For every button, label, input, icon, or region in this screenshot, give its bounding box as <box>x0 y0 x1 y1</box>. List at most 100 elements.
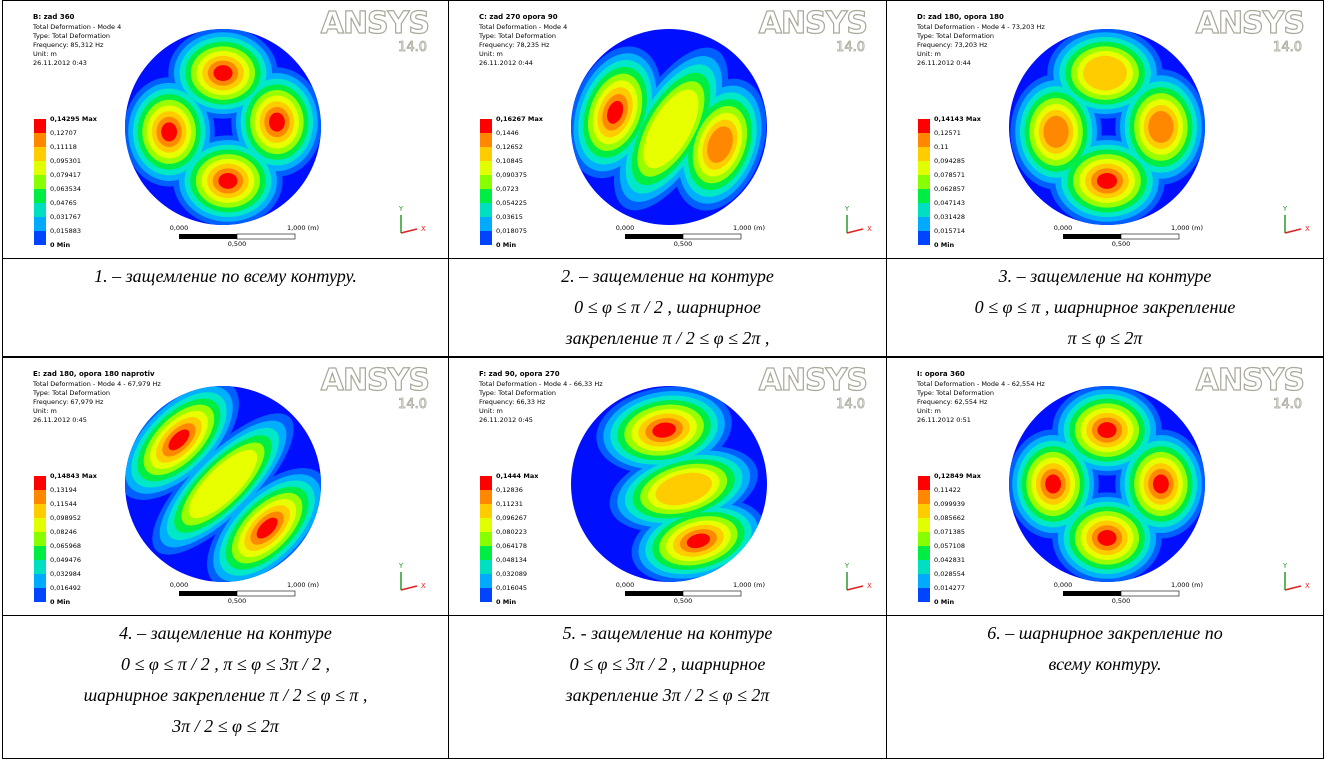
plot-info: Type: Total Deformation <box>478 32 556 40</box>
legend-swatch <box>480 119 492 133</box>
legend-label: 0,12571 <box>934 129 961 137</box>
ansys-plot: E: zad 180, opora 180 naprotivTotal Defo… <box>3 358 448 615</box>
legend-swatch <box>34 161 46 175</box>
legend-label: 0,016045 <box>496 584 527 592</box>
legend-label: 0,10845 <box>496 157 523 165</box>
plot-info: Unit: m <box>33 407 57 415</box>
caption-line: 3π / 2 ≤ φ ≤ 2π <box>3 711 448 742</box>
contours <box>98 359 347 608</box>
plot-info: Total Deformation - Mode 4 - 67,979 Hz <box>32 380 161 388</box>
scale-label: 0,000 <box>1054 581 1073 589</box>
logo: ANSYS <box>1196 363 1304 398</box>
legend-swatch <box>480 546 492 560</box>
scale-bar-dark <box>179 234 237 239</box>
legend-swatch <box>480 189 492 203</box>
scale-label: 0,000 <box>170 581 189 589</box>
legend-swatch <box>480 532 492 546</box>
plot-info: Unit: m <box>479 50 503 58</box>
caption-line: 4. – защемление на контуре <box>3 618 448 649</box>
legend-label: 0,11231 <box>496 500 523 508</box>
scale-bar-light <box>1121 591 1179 596</box>
legend-label: 0,063534 <box>50 185 81 193</box>
legend-label: 0,099939 <box>934 500 965 508</box>
contour <box>269 113 285 132</box>
legend-swatch <box>918 560 930 574</box>
caption-line: 5. - защемление на контуре <box>449 618 886 649</box>
legend-label: 0 Min <box>50 598 70 606</box>
legend-swatch <box>34 203 46 217</box>
scale-label: 1,000 (m) <box>733 224 765 232</box>
legend-swatch <box>34 189 46 203</box>
version: 14.0 <box>836 40 865 55</box>
contour <box>161 122 177 141</box>
legend-swatch <box>34 119 46 133</box>
scale-label: 1,000 (m) <box>287 581 319 589</box>
scale-bar-light <box>237 234 295 239</box>
page: {"panels":[ {"header":{"title":"B: zad 3… <box>0 0 1326 760</box>
scale-bar-light <box>237 591 295 596</box>
caption-cell: 5. - защемление на контуре0 ≤ φ ≤ 3π / 2… <box>448 615 887 759</box>
contour <box>1097 530 1116 546</box>
legend-label: 0 Min <box>496 241 516 249</box>
legend-label: 0,12652 <box>496 143 523 151</box>
legend-swatch <box>480 518 492 532</box>
axis-x <box>1285 586 1301 590</box>
plot-info: Frequency: 67,979 Hz <box>33 398 104 406</box>
legend-label: 0,015714 <box>934 227 965 235</box>
legend-swatch <box>34 532 46 546</box>
scale-label: 0,500 <box>674 240 693 248</box>
scale-bar-dark <box>625 234 683 239</box>
contour <box>1148 111 1173 143</box>
scale-label: 0,500 <box>228 240 247 248</box>
legend-swatch <box>480 504 492 518</box>
caption-line: 2. – защемление на контуре <box>449 261 886 292</box>
legend-swatch <box>918 119 930 133</box>
legend-label: 0,08246 <box>50 528 77 536</box>
legend-label: 0,12836 <box>496 486 523 494</box>
legend-swatch <box>34 518 46 532</box>
version: 14.0 <box>398 40 427 55</box>
axis-label: X <box>867 582 872 590</box>
plot-info: Type: Total Deformation <box>478 389 556 397</box>
legend-swatch <box>480 133 492 147</box>
legend-label: 0,14843 Max <box>50 472 98 480</box>
legend-swatch <box>918 546 930 560</box>
contour <box>1097 422 1116 438</box>
axis-label: Y <box>1282 562 1288 570</box>
axis-label: Y <box>398 205 404 213</box>
legend-swatch <box>34 147 46 161</box>
legend-label: 0,018075 <box>496 227 527 235</box>
plot-info: Frequency: 85,312 Hz <box>33 41 104 49</box>
logo: ANSYS <box>759 6 867 41</box>
legend-label: 0,094285 <box>934 157 965 165</box>
contour <box>1153 474 1169 493</box>
legend-label: 0 Min <box>934 241 954 249</box>
caption-cell: 4. – защемление на контуре0 ≤ φ ≤ π / 2 … <box>2 615 449 759</box>
legend-label: 0,080223 <box>496 528 527 536</box>
legend-swatch <box>918 476 930 490</box>
legend-label: 0,028554 <box>934 570 965 578</box>
axis-label: X <box>1305 225 1310 233</box>
legend-swatch <box>34 574 46 588</box>
legend-label: 0,031767 <box>50 213 81 221</box>
plot-info: Total Deformation - Mode 4 <box>32 23 121 31</box>
caption-line: шарнирное закрепление π / 2 ≤ φ ≤ π , <box>3 680 448 711</box>
plot-info: Unit: m <box>917 407 941 415</box>
legend-swatch <box>34 504 46 518</box>
legend-label: 0,047143 <box>934 199 965 207</box>
contour <box>213 65 232 81</box>
legend-swatch <box>34 231 46 245</box>
legend-label: 0,096267 <box>496 514 527 522</box>
plot-info: Type: Total Deformation <box>916 389 994 397</box>
axis-label: X <box>867 225 872 233</box>
legend-swatch <box>918 161 930 175</box>
plot-info: 26.11.2012 0:45 <box>479 416 533 424</box>
scale-bar-light <box>1121 234 1179 239</box>
plot-info: Total Deformation - Mode 4 - 66,33 Hz <box>478 380 603 388</box>
plot-title: D: zad 180, opora 180 <box>917 13 1004 21</box>
scale-label: 0,000 <box>1054 224 1073 232</box>
